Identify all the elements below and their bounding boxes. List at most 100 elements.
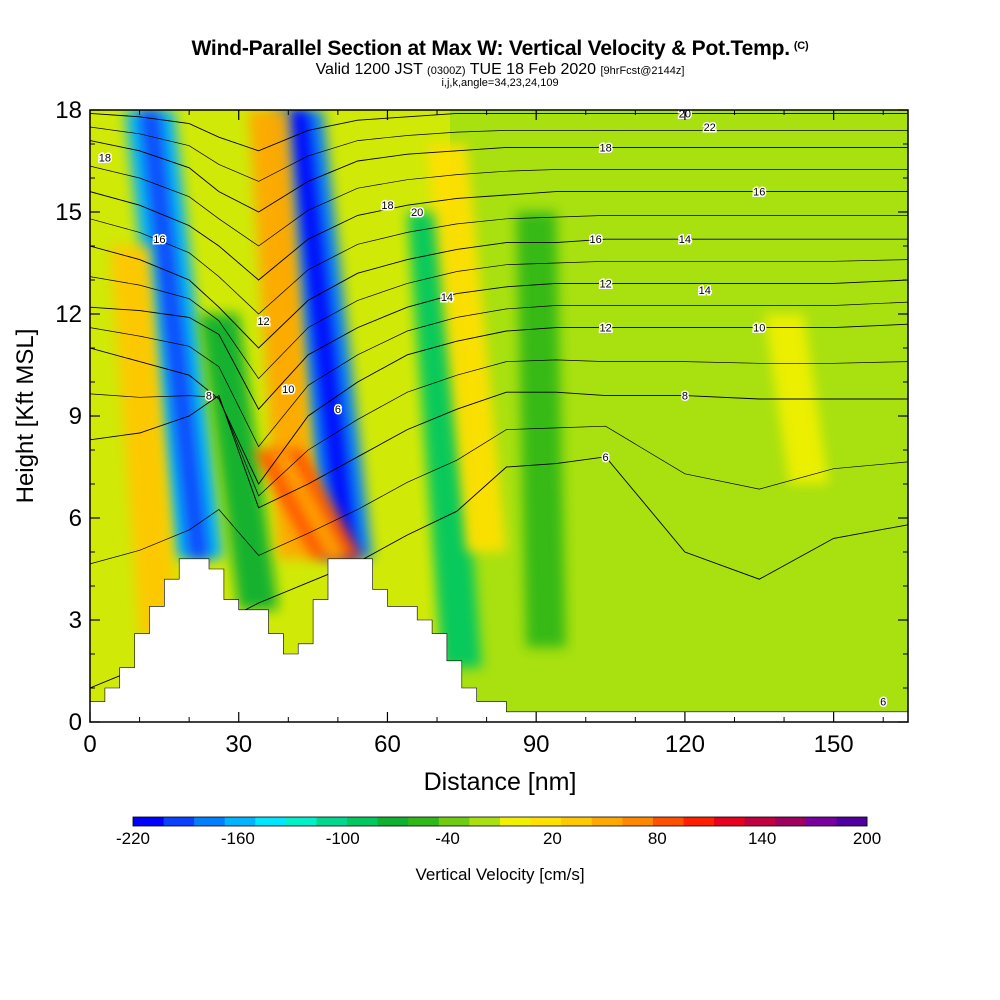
y-tick-label-6: 6 bbox=[69, 505, 82, 532]
valid-date: TUE 18 Feb 2020 bbox=[469, 61, 597, 78]
theta-contour-20 bbox=[90, 112, 908, 152]
colorbar-swatch-5 bbox=[285, 817, 317, 826]
copyright-mark: (C) bbox=[793, 40, 809, 52]
colorbar-swatch-14 bbox=[561, 817, 593, 826]
colorbar-swatch-23 bbox=[836, 817, 868, 826]
theta-extra-label-11: 6 bbox=[335, 404, 341, 416]
colorbar: -220 -160 -100 -40 20 80 140 200 bbox=[116, 816, 881, 848]
colorbar-tick-label-3: -40 bbox=[435, 829, 460, 848]
colorbar-swatch-8 bbox=[377, 817, 409, 826]
theta-extra-label-3: 18 bbox=[381, 200, 393, 212]
theta-contour-mid-5 bbox=[90, 165, 908, 247]
theta-contour-mid-4 bbox=[90, 215, 908, 315]
colorbar-swatch-16 bbox=[622, 817, 654, 826]
velocity-band-2 bbox=[199, 314, 279, 610]
theta-extra-label-4: 16 bbox=[153, 234, 165, 246]
colorbar-swatch-12 bbox=[500, 817, 532, 826]
colorbar-tick-label-7: 200 bbox=[853, 829, 881, 848]
colorbar-tick-label-5: 80 bbox=[648, 829, 667, 848]
colorbar-swatch-22 bbox=[805, 817, 837, 826]
theta-contour-mid-6 bbox=[90, 126, 908, 182]
theta-extra-label-5: 20 bbox=[411, 207, 423, 219]
y-axis-label: Height [Kft MSL] bbox=[12, 329, 39, 504]
theta-contour-mid-2 bbox=[90, 301, 908, 448]
theta-contour-mid-3 bbox=[90, 259, 908, 380]
theta-contour-12 bbox=[90, 279, 908, 410]
x-tick-label-150: 150 bbox=[814, 731, 854, 758]
colorbar-tick-label-1: -160 bbox=[221, 829, 255, 848]
theta-label-18: 18 bbox=[599, 142, 611, 154]
theta-extra-label-8: 10 bbox=[282, 384, 294, 396]
theta-contour-14 bbox=[90, 238, 908, 349]
colorbar-tick-label-4: 20 bbox=[543, 829, 562, 848]
chart-title: Wind-Parallel Section at Max W: Vertical… bbox=[0, 37, 1000, 61]
velocity-band-5 bbox=[248, 110, 319, 559]
colorbar-tick-label-0: -220 bbox=[116, 829, 150, 848]
velocity-core-0 bbox=[139, 110, 209, 559]
section-parameters: i,j,k,angle=34,23,24,109 bbox=[441, 77, 559, 89]
x-tick-label-30: 30 bbox=[225, 731, 252, 758]
theta-label-12: 12 bbox=[599, 278, 611, 290]
theta-label-6: 6 bbox=[603, 452, 609, 464]
colorbar-swatch-6 bbox=[316, 817, 348, 826]
theta-contour-8 bbox=[90, 391, 908, 509]
colorbar-swatch-0 bbox=[133, 817, 165, 826]
colorbar-swatch-17 bbox=[652, 817, 684, 826]
colorbar-label: Vertical Velocity [cm/s] bbox=[415, 865, 584, 884]
colorbar-swatch-2 bbox=[194, 817, 226, 826]
theta-label-14: 14 bbox=[679, 234, 691, 246]
utc-time: (0300Z) bbox=[427, 65, 466, 77]
chart-subtitle: Valid 1200 JST (0300Z) TUE 18 Feb 2020 [… bbox=[0, 61, 1000, 79]
x-tick-label-90: 90 bbox=[523, 731, 550, 758]
colorbar-swatch-19 bbox=[714, 817, 746, 826]
theta-label-8: 8 bbox=[682, 391, 688, 403]
y-tick-label-12: 12 bbox=[55, 301, 82, 328]
colorbar-swatch-4 bbox=[255, 817, 287, 826]
axes: 0 30 60 90 120 150 0 3 6 9 12 15 18 bbox=[55, 97, 908, 758]
velocity-band-4 bbox=[516, 212, 566, 648]
y-tick-label-0: 0 bbox=[69, 709, 82, 736]
colorbar-swatch-9 bbox=[408, 817, 440, 826]
colorbar-swatch-18 bbox=[683, 817, 715, 826]
colorbar-swatch-10 bbox=[438, 817, 470, 826]
theta-contour-mid-0 bbox=[90, 425, 908, 565]
velocity-core-6 bbox=[268, 450, 348, 559]
forecast-info: [9hrFcst@2144z] bbox=[600, 65, 685, 77]
colorbar-swatch-1 bbox=[163, 817, 195, 826]
colorbar-swatch-21 bbox=[775, 817, 807, 826]
y-tick-label-15: 15 bbox=[55, 199, 82, 226]
colorbar-tick-label-2: -100 bbox=[326, 829, 360, 848]
colorbar-swatch-13 bbox=[530, 817, 562, 826]
theta-extra-label-1: 14 bbox=[441, 292, 453, 304]
theta-contour-mid-1 bbox=[90, 359, 908, 497]
theta-extra-label-0: 22 bbox=[704, 122, 716, 134]
colorbar-tick-label-6: 140 bbox=[748, 829, 776, 848]
velocity-band-8 bbox=[109, 246, 180, 637]
colorbar-swatch-7 bbox=[347, 817, 379, 826]
colorbar-swatch-15 bbox=[591, 817, 623, 826]
terrain-mask bbox=[90, 558, 908, 722]
theta-extra-label-6: 18 bbox=[99, 153, 111, 165]
chart-title-text: Wind-Parallel Section at Max W: Vertical… bbox=[191, 37, 791, 60]
theta-label-16: 16 bbox=[753, 187, 765, 199]
colorbar-swatch-3 bbox=[224, 817, 256, 826]
theta-contour-10 bbox=[90, 323, 908, 485]
colorbar-swatch-20 bbox=[744, 817, 776, 826]
theta-label-10: 10 bbox=[753, 323, 765, 335]
theta-extra-label-13: 6 bbox=[880, 697, 886, 709]
theta-contour-16 bbox=[90, 191, 908, 281]
theta-extra-label-7: 16 bbox=[590, 234, 602, 246]
theta-contour-18 bbox=[90, 140, 908, 213]
x-tick-label-0: 0 bbox=[83, 731, 96, 758]
colorbar-frame bbox=[132, 816, 868, 827]
valid-time: Valid 1200 JST bbox=[315, 61, 423, 78]
theta-extra-label-2: 12 bbox=[257, 316, 269, 328]
velocity-core-1 bbox=[288, 110, 358, 559]
velocity-band-7 bbox=[427, 144, 507, 552]
terrain bbox=[90, 558, 908, 722]
theta-extra-label-9: 12 bbox=[599, 323, 611, 335]
x-axis-label: Distance [nm] bbox=[424, 768, 577, 796]
y-tick-label-9: 9 bbox=[69, 403, 82, 430]
